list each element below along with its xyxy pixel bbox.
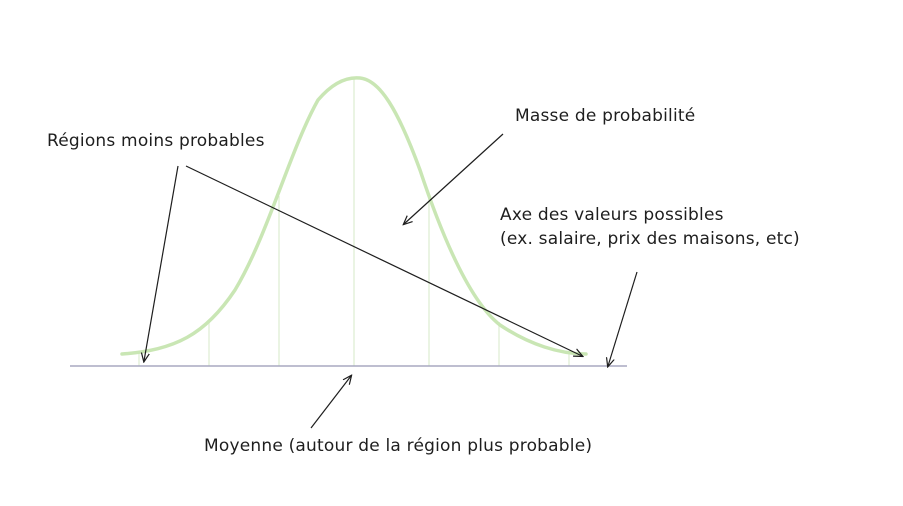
label-axe-line-2: (ex. salaire, prix des maisons, etc) xyxy=(500,229,800,249)
label-axe-valeurs: Axe des valeurs possibles (ex. salaire, … xyxy=(500,203,800,251)
arrow-moyenne xyxy=(310,376,351,429)
curve-gridlines xyxy=(138,78,570,366)
arrow-masse xyxy=(404,133,504,224)
arrow-regions-right xyxy=(185,165,582,356)
arrow-axe xyxy=(608,271,638,366)
label-axe-line-1: Axe des valeurs possibles xyxy=(500,205,724,225)
label-masse-probabilite: Masse de probabilité xyxy=(515,106,696,126)
label-regions-moins-probables: Régions moins probables xyxy=(47,131,265,151)
bell-curve xyxy=(120,76,588,356)
label-moyenne: Moyenne (autour de la région plus probab… xyxy=(204,436,593,456)
arrow-regions-left xyxy=(144,165,179,361)
